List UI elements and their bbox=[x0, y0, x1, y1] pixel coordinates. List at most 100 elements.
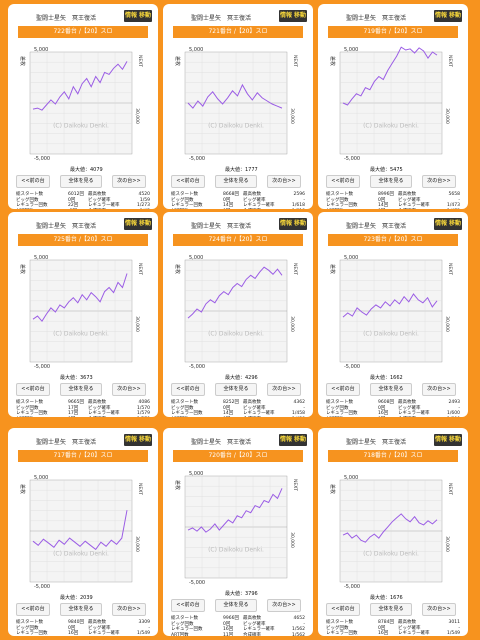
ytick-top: 5,000 bbox=[189, 255, 203, 261]
navigation-buttons: <<前の台 全体を見る 次の台>> bbox=[12, 383, 154, 396]
stats-table: 総スタート数 8996回 最高枚数 5658 ビッグ回数 0回 ビッグ確率 - レギュラー回数 1… bbox=[326, 192, 460, 209]
prev-machine-button[interactable]: <<前の台 bbox=[171, 599, 205, 612]
stat-value: 1/618 bbox=[292, 203, 305, 209]
view-all-button[interactable]: 全体を見る bbox=[370, 175, 412, 188]
info-move-button[interactable]: 情報 移動 bbox=[279, 218, 307, 230]
ytick-bottom: -5,000 bbox=[344, 364, 360, 370]
next-machine-button[interactable]: 次の台>> bbox=[422, 175, 456, 188]
next-machine-button[interactable]: 次の台>> bbox=[112, 603, 146, 616]
stat-value: 8252回 bbox=[223, 400, 239, 405]
prev-machine-button[interactable]: <<前の台 bbox=[326, 383, 360, 396]
card-header: 聖闘士星矢 冥王復活 情報 移動 bbox=[163, 8, 313, 24]
max-value: 最大値：3796 bbox=[225, 591, 258, 597]
machine-title: 聖闘士星矢 冥王復活 bbox=[36, 15, 97, 22]
machine-title: 聖闘士星矢 冥王復活 bbox=[346, 439, 407, 446]
stat-label: 最高枚数 bbox=[398, 192, 416, 197]
info-move-button[interactable]: 情報 移動 bbox=[124, 10, 152, 22]
next-machine-button[interactable]: 次の台>> bbox=[267, 599, 301, 612]
machine-number-bar: 717番台 /【20】スロ bbox=[18, 450, 148, 462]
ytick-top: 5,000 bbox=[34, 475, 48, 481]
stat-value: 1/273 bbox=[137, 203, 150, 209]
stat-value: 2493 bbox=[448, 400, 460, 405]
view-all-button[interactable]: 全体を見る bbox=[60, 603, 102, 616]
stat-label: 最高枚数 bbox=[243, 400, 261, 405]
stats-row: レギュラー回数 14回 レギュラー確率 1/473 bbox=[326, 203, 460, 209]
slump-line bbox=[342, 513, 438, 543]
prev-machine-button[interactable]: <<前の台 bbox=[171, 175, 205, 188]
next-machine-button[interactable]: 次の台>> bbox=[422, 603, 456, 616]
prev-machine-button[interactable]: <<前の台 bbox=[16, 175, 50, 188]
stat-value: 0回 bbox=[223, 621, 231, 627]
ytick-bottom: -5,000 bbox=[34, 584, 50, 590]
view-all-button[interactable]: 全体を見る bbox=[370, 603, 412, 616]
prev-machine-button[interactable]: <<前の台 bbox=[326, 603, 360, 616]
slump-line bbox=[32, 61, 128, 111]
prev-machine-button[interactable]: <<前の台 bbox=[171, 383, 205, 396]
stat-value: 8784回 bbox=[378, 620, 394, 625]
stats-table: 総スタート数 6012回 最高枚数 4520 ビッグ回数 0回 ビッグ確率 1/59 レギュラー… bbox=[16, 192, 150, 209]
stats-row: レギュラー回数 16回 レギュラー確率 1/549 bbox=[16, 631, 150, 636]
prev-machine-button[interactable]: <<前の台 bbox=[16, 603, 50, 616]
stats-row: ART回数 11回 合成確率 1/562 bbox=[171, 633, 305, 636]
stat-value: 0回 bbox=[223, 405, 231, 411]
next-machine-button[interactable]: 次の台>> bbox=[112, 383, 146, 396]
next-machine-button[interactable]: 次の台>> bbox=[267, 383, 301, 396]
next-machine-button[interactable]: 次の台>> bbox=[112, 175, 146, 188]
next-machine-button[interactable]: 次の台>> bbox=[422, 383, 456, 396]
stat-value: 16回 bbox=[68, 631, 79, 636]
next-label: NEXT bbox=[447, 263, 453, 275]
stats-row: ビッグ回数 0回 ビッグ確率 - bbox=[171, 622, 305, 628]
stat-value: 1/562 bbox=[292, 632, 305, 636]
ytick-top: 5,000 bbox=[344, 475, 358, 481]
view-all-button[interactable]: 全体を見る bbox=[60, 175, 102, 188]
stat-label: レギュラー回数 bbox=[171, 627, 203, 633]
stat-value: 9665回 bbox=[68, 400, 84, 405]
stat-label: レギュラー回数 bbox=[171, 203, 203, 209]
info-move-button[interactable]: 情報 移動 bbox=[434, 10, 462, 22]
stats-row: レギュラー回数 16回 レギュラー確率 1/549 bbox=[326, 631, 460, 636]
info-move-button[interactable]: 情報 移動 bbox=[124, 434, 152, 446]
view-all-button[interactable]: 全体を見る bbox=[370, 383, 412, 396]
stat-label: 総スタート数 bbox=[171, 400, 198, 405]
machine-title: 聖闘士星矢 冥王復活 bbox=[191, 15, 252, 22]
stats-row: レギュラー回数 22回 レギュラー確率 1/273 bbox=[16, 203, 150, 209]
stat-value: - bbox=[303, 621, 305, 627]
stat-label: 最高枚数 bbox=[243, 192, 261, 197]
stat-value: 4652 bbox=[293, 616, 305, 621]
prev-machine-button[interactable]: <<前の台 bbox=[326, 175, 360, 188]
card-header: 聖闘士星矢 冥王復活 情報 移動 bbox=[318, 216, 468, 232]
view-all-button[interactable]: 全体を見る bbox=[215, 175, 257, 188]
xtick-end: 30,000 bbox=[134, 536, 140, 552]
slump-graph-svg: 5,000 -5,000 30,000 差枚 NEXT (C) Daikoku Denki… bbox=[19, 47, 143, 162]
view-all-button[interactable]: 全体を見る bbox=[215, 383, 257, 396]
stats-row: 総スタート数 9840回 最高枚数 3309 bbox=[16, 620, 150, 626]
xtick-end: 30,000 bbox=[134, 316, 140, 332]
info-move-button[interactable]: 情報 移動 bbox=[434, 434, 462, 446]
view-all-button[interactable]: 全体を見る bbox=[215, 599, 257, 612]
view-all-button[interactable]: 全体を見る bbox=[60, 383, 102, 396]
stats-row: レギュラー回数 16回 レギュラー確率 1/600 bbox=[326, 411, 460, 417]
stat-value: 14回 bbox=[223, 203, 234, 209]
stat-label: レギュラー確率 bbox=[243, 203, 275, 209]
info-move-button[interactable]: 情報 移動 bbox=[279, 10, 307, 22]
ytick-top: 5,000 bbox=[34, 255, 48, 261]
slump-graph-svg: 5,000 -5,000 30,000 差枚 NEXT (C) Daikoku Denki… bbox=[174, 255, 298, 370]
machine-title: 聖闘士星矢 冥王復活 bbox=[191, 439, 252, 446]
xtick-end: 30,000 bbox=[134, 108, 140, 124]
stat-value: 1/579 bbox=[137, 411, 150, 417]
stat-label: ビッグ確率 bbox=[398, 197, 421, 203]
stats-row: ビッグ回数 17回 ビッグ確率 1/570 bbox=[16, 406, 150, 412]
next-machine-button[interactable]: 次の台>> bbox=[267, 175, 301, 188]
stat-value: 16回 bbox=[223, 627, 234, 633]
info-move-button[interactable]: 情報 移動 bbox=[279, 434, 307, 446]
stats-row: 総スタート数 8784回 最高枚数 3011 bbox=[326, 620, 460, 626]
next-label: NEXT bbox=[447, 483, 453, 495]
prev-machine-button[interactable]: <<前の台 bbox=[16, 383, 50, 396]
watermark: (C) Daikoku Denki. bbox=[53, 122, 109, 129]
info-move-button[interactable]: 情報 移動 bbox=[124, 218, 152, 230]
info-move-button[interactable]: 情報 移動 bbox=[434, 218, 462, 230]
stat-value: - bbox=[148, 625, 150, 631]
stat-value: 4086 bbox=[138, 400, 150, 405]
card-header: 聖闘士星矢 冥王復活 情報 移動 bbox=[318, 8, 468, 24]
watermark: (C) Daikoku Denki. bbox=[208, 330, 264, 337]
